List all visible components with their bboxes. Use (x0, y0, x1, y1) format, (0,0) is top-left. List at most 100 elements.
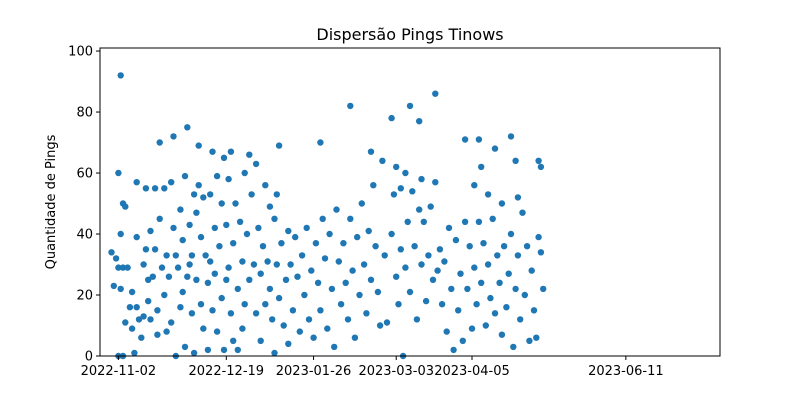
scatter-point (269, 316, 276, 323)
scatter-point (452, 236, 460, 244)
scatter-point (321, 255, 329, 262)
scatter-point (416, 118, 423, 125)
scatter-point (409, 188, 416, 195)
y-axis: 0 20 40 60 80 100 (68, 45, 100, 365)
scatter-point (294, 273, 301, 280)
scatter-point (161, 291, 168, 299)
scatter-point (365, 227, 372, 235)
scatter-point (156, 215, 163, 222)
scatter-point (285, 340, 292, 347)
scatter-point (526, 337, 533, 344)
scatter-point (519, 209, 526, 216)
scatter-point (202, 252, 209, 259)
scatter-point (367, 148, 375, 155)
scatter-point (216, 243, 223, 250)
scatter-point (248, 191, 255, 198)
scatter-point (227, 148, 235, 155)
scatter-point (209, 307, 216, 314)
scatter-point (416, 206, 423, 213)
scatter-point (420, 218, 427, 225)
scatter-point (503, 304, 510, 311)
scatter-point (170, 133, 177, 140)
scatter-point (432, 90, 439, 97)
scatter-point (285, 227, 292, 235)
scatter-point (480, 240, 487, 247)
scatter-point (489, 215, 496, 222)
scatter-point (475, 218, 483, 225)
scatter-point (404, 218, 411, 225)
scatter-point (521, 291, 528, 299)
scatter-point (177, 206, 184, 213)
scatter-point (537, 163, 545, 171)
scatter-point (145, 297, 152, 305)
scatter-point (140, 261, 147, 268)
scatter-point (475, 136, 483, 143)
scatter-point (128, 288, 136, 296)
scatter-point (514, 194, 522, 201)
scatter-point (411, 243, 418, 250)
scatter-point (289, 307, 297, 314)
scatter-point (236, 218, 244, 225)
scatter-point (308, 267, 315, 274)
scatter-point (207, 258, 214, 265)
scatter-point (381, 252, 388, 259)
scatter-point (209, 148, 216, 155)
scatter-point (491, 310, 499, 317)
scatter-point (275, 294, 283, 302)
scatter-point (138, 334, 145, 341)
scatter-point (252, 310, 260, 317)
x-tick-label: 2022-11-02 (81, 364, 157, 379)
scatter-point (271, 349, 278, 357)
y-tick-label: 100 (68, 45, 93, 60)
points-layer (108, 72, 547, 360)
scatter-point (142, 185, 150, 192)
scatter-point (151, 246, 159, 253)
scatter-point (459, 337, 466, 344)
scatter-point (468, 325, 476, 332)
scatter-point (406, 288, 414, 296)
scatter-point (131, 349, 138, 357)
scatter-point (535, 157, 542, 164)
y-tick-label: 60 (76, 167, 93, 182)
scatter-point (115, 264, 122, 271)
scatter-point (533, 334, 540, 341)
scatter-point (257, 270, 264, 277)
scatter-point (147, 227, 154, 235)
scatter-point (135, 316, 143, 323)
scatter-point (145, 276, 152, 283)
scatter-point (257, 337, 264, 344)
scatter-point (342, 279, 349, 286)
scatter-point (397, 185, 404, 192)
scatter-point (455, 307, 462, 314)
scatter-point (432, 179, 439, 186)
scatter-point (434, 267, 441, 274)
scatter-point (211, 270, 218, 277)
scatter-point (473, 301, 480, 308)
scatter-point (246, 276, 253, 283)
scatter-point (213, 172, 221, 180)
scatter-point (195, 142, 202, 149)
scatter-point (140, 313, 147, 320)
scatter-point (133, 233, 140, 241)
scatter-point (478, 279, 485, 286)
scatter-point (360, 261, 368, 268)
scatter-point (358, 200, 365, 207)
scatter-point (181, 172, 189, 180)
scatter-point (200, 325, 207, 332)
scatter-point (186, 221, 193, 229)
scatter-point (262, 301, 269, 308)
scatter-point (207, 191, 214, 198)
scatter-point (250, 261, 258, 268)
scatter-point (464, 285, 471, 293)
plot-frame (99, 47, 721, 357)
scatter-point (441, 258, 448, 265)
scatter-point (347, 102, 354, 110)
scatter-point (535, 233, 542, 241)
x-tick-label: 2022-12-19 (189, 364, 265, 379)
scatter-point (271, 215, 278, 222)
scatter-point (372, 243, 379, 250)
scatter-point (349, 267, 356, 274)
scatter-point (255, 224, 262, 232)
scatter-point (184, 273, 191, 280)
scatter-point (356, 291, 363, 299)
